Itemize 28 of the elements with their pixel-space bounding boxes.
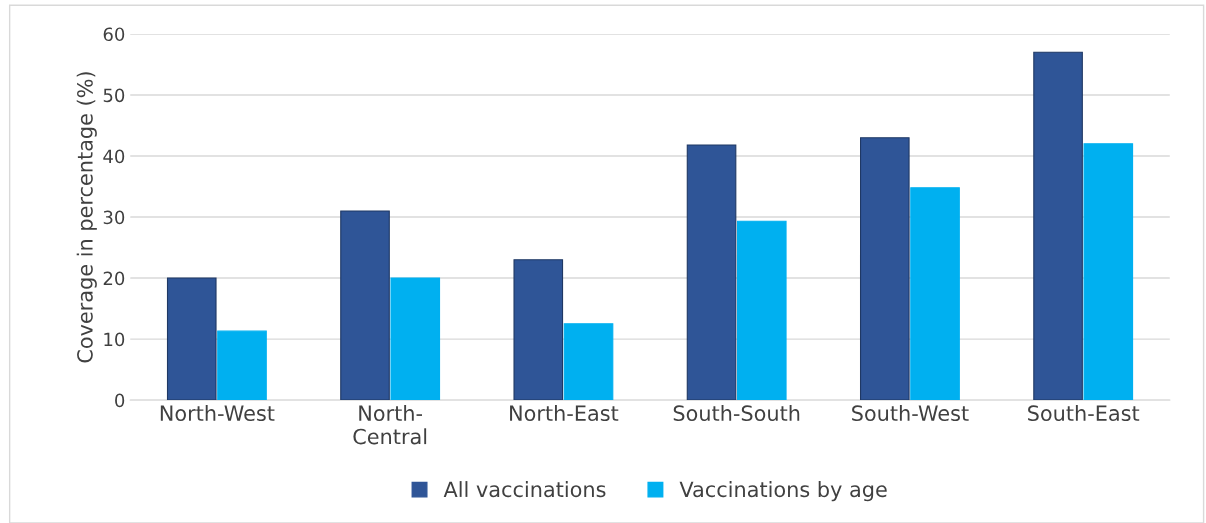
bar <box>217 330 267 401</box>
bar <box>340 210 390 401</box>
y-tick-label: 50 <box>103 88 125 103</box>
y-tick-label: 40 <box>103 149 125 164</box>
legend-label: All vaccinations <box>443 481 606 498</box>
bar <box>563 323 614 401</box>
y-tick-label: 60 <box>103 27 125 42</box>
y-tick-label: 20 <box>103 271 125 286</box>
bar <box>686 144 737 401</box>
bar <box>166 277 217 401</box>
bar <box>1083 143 1134 401</box>
bar <box>1033 51 1083 401</box>
bar <box>513 259 564 401</box>
x-tick-label: South-West <box>852 404 969 422</box>
x-tick-label: North-East <box>510 404 619 422</box>
bar <box>859 137 910 401</box>
x-tick-label: North-West <box>160 404 275 422</box>
x-tick-label: South-South <box>673 404 800 422</box>
y-tick-label: 0 <box>115 393 125 408</box>
bar <box>910 187 960 401</box>
y-tick-label: 10 <box>104 332 125 347</box>
y-tick-label: 30 <box>103 210 125 225</box>
y-axis-title: Coverage in percentage (%) <box>76 72 97 363</box>
bar <box>736 220 787 401</box>
x-tick-label: North- Central <box>353 404 427 445</box>
bar <box>390 277 441 401</box>
x-tick-label: South-East <box>1028 404 1140 422</box>
legend-label: Vaccinations by age <box>679 481 887 502</box>
